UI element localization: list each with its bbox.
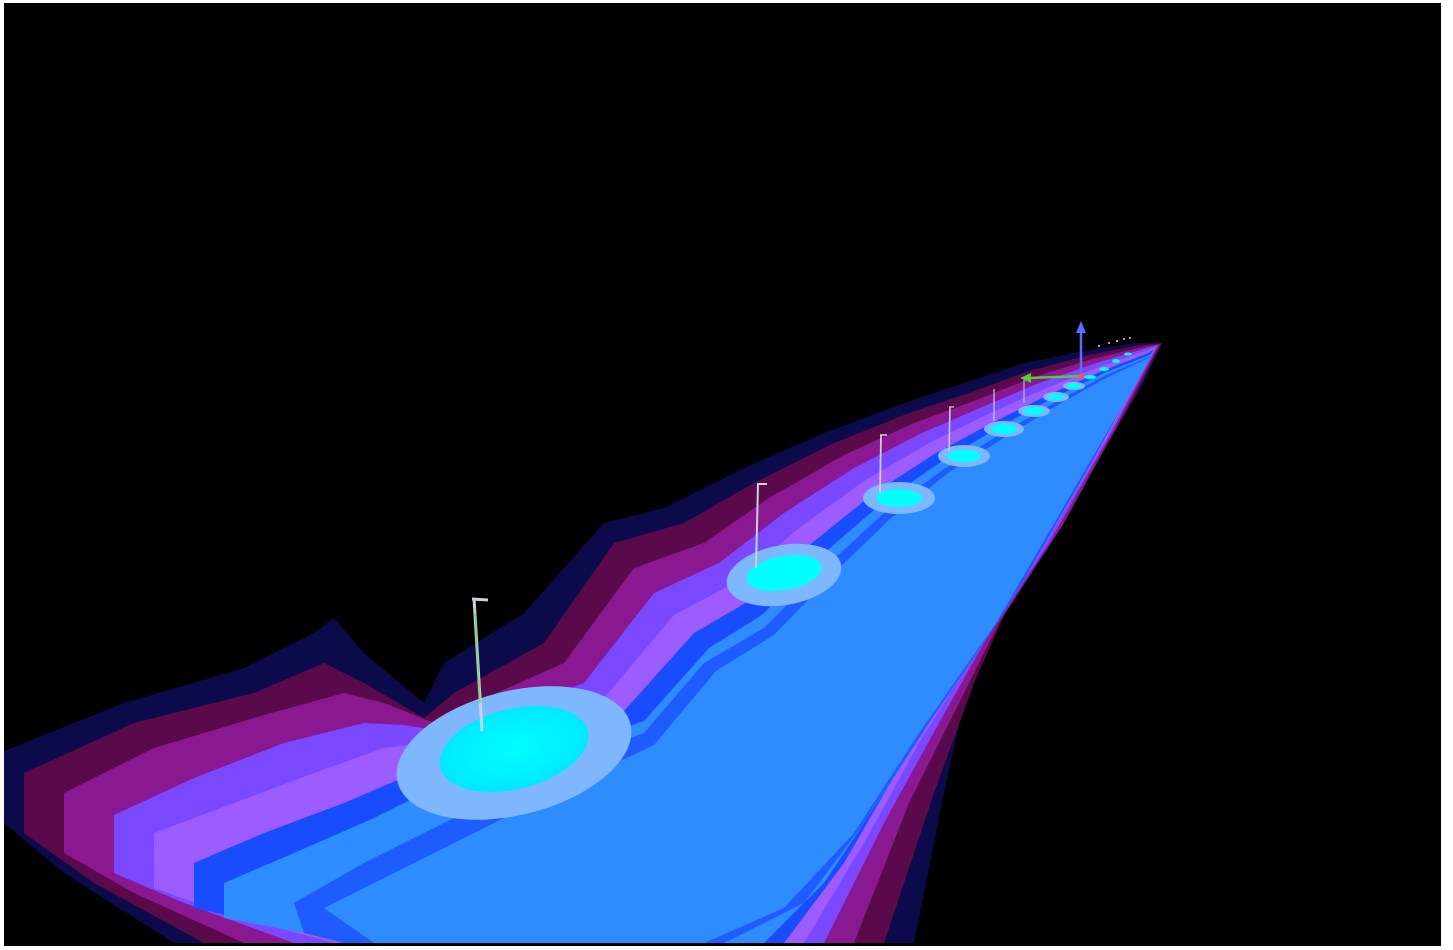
lamp-pool-1 [439, 706, 589, 792]
isolux-band-center [324, 357, 1151, 943]
lamp-pool-6 [1024, 407, 1044, 415]
render-viewport[interactable] [4, 3, 1441, 946]
lamp-pool-3 [876, 489, 922, 507]
distant-markers [1098, 337, 1131, 347]
isolux-road-scene[interactable] [4, 3, 1441, 946]
lamp-pool-7 [1048, 394, 1064, 400]
light-pole-icon[interactable] [471, 597, 489, 732]
lamp-pool-2 [746, 555, 822, 591]
lamp-pool-9 [1084, 375, 1096, 379]
lamp-pool-8 [1067, 383, 1081, 389]
lamp-pool-10 [1099, 367, 1109, 371]
light-pole-icon[interactable] [948, 406, 954, 452]
lamp-pool-5 [991, 424, 1017, 434]
lamp-pool-12 [1124, 352, 1132, 356]
axis-gizmo-icon [1020, 321, 1086, 383]
light-pole-icon[interactable] [755, 483, 767, 569]
light-pole-icon[interactable] [879, 434, 887, 494]
lamp-pool-4 [947, 450, 981, 462]
lamp-pool-11 [1112, 359, 1120, 363]
